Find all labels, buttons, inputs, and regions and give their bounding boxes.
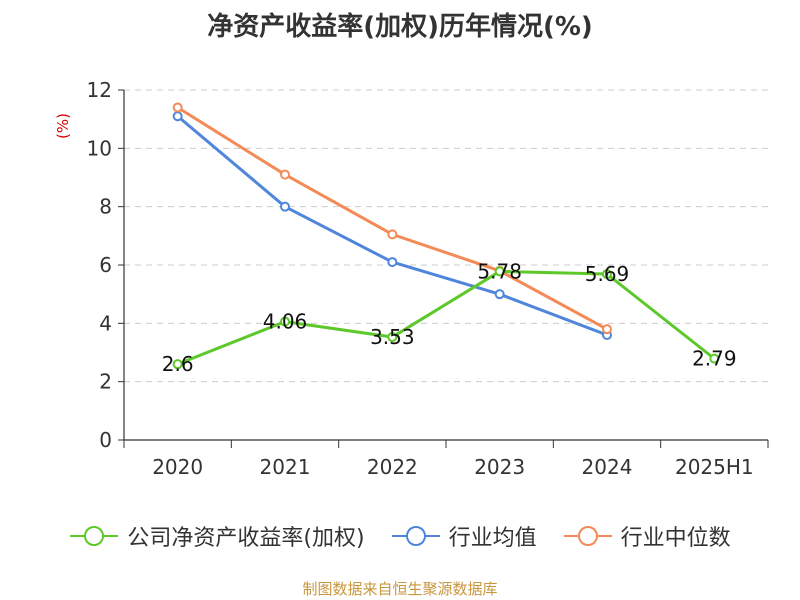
y-tick-label: 0 bbox=[99, 428, 112, 452]
data-point bbox=[602, 269, 612, 280]
legend-swatch bbox=[391, 526, 440, 546]
chart-title: 净资产收益率(加权)历年情况(%) bbox=[207, 12, 593, 42]
data-label: 4.06 bbox=[263, 310, 308, 334]
grid-lines bbox=[124, 89, 768, 383]
data-label: 2.79 bbox=[692, 347, 737, 371]
data-point bbox=[387, 332, 398, 343]
data-point bbox=[280, 169, 290, 180]
legend-label: 公司净资产收益率(加权) bbox=[127, 526, 365, 551]
y-tick-label: 12 bbox=[87, 78, 112, 102]
y-axis-label: (%) bbox=[54, 113, 72, 139]
legend-item[interactable]: 行业中位数 bbox=[563, 520, 731, 552]
data-labels: 2.6 4.06 3.53 5.78 5.69 2.79 bbox=[162, 259, 737, 376]
data-point bbox=[280, 316, 290, 327]
data-point bbox=[494, 289, 505, 300]
legend-swatch bbox=[70, 526, 119, 546]
data-point bbox=[387, 229, 398, 240]
data-label: 3.53 bbox=[370, 325, 415, 349]
x-tick-label: 2023 bbox=[474, 455, 525, 479]
data-label: 5.69 bbox=[585, 262, 630, 286]
legend-label: 行业均值 bbox=[448, 526, 537, 551]
data-point bbox=[602, 324, 612, 335]
data-point bbox=[387, 257, 398, 268]
legend-label: 行业中位数 bbox=[620, 526, 731, 551]
data-point bbox=[172, 111, 183, 122]
y-tick-label: 8 bbox=[99, 195, 112, 219]
series-line bbox=[176, 106, 608, 331]
x-tick-label: 2024 bbox=[582, 455, 633, 479]
series-lines bbox=[172, 102, 720, 370]
y-tick-label: 2 bbox=[99, 370, 112, 394]
source-note: 制图数据来自恒生聚源数据库 bbox=[302, 580, 498, 598]
legend: 公司净资产收益率(加权) 行业均值 行业中位数 bbox=[0, 520, 800, 552]
data-point bbox=[280, 201, 290, 212]
data-label: 5.78 bbox=[477, 259, 522, 283]
y-tick-label: 6 bbox=[99, 253, 112, 277]
axes: 0 2 4 6 8 10 12 2020 2021 2022 2023 2024 2025H1 bbox=[87, 78, 769, 479]
legend-swatch bbox=[563, 526, 612, 546]
x-tick-label: 2021 bbox=[260, 455, 311, 479]
x-tick-label: 2020 bbox=[152, 455, 203, 479]
legend-item[interactable]: 行业均值 bbox=[391, 520, 537, 552]
data-point bbox=[494, 266, 505, 277]
data-point bbox=[172, 102, 183, 113]
y-tick-label: 4 bbox=[99, 311, 112, 335]
x-tick-label: 2022 bbox=[367, 455, 418, 479]
data-point bbox=[709, 353, 720, 364]
series-line bbox=[177, 269, 716, 366]
y-tick-label: 10 bbox=[87, 136, 112, 160]
data-label: 2.6 bbox=[162, 352, 194, 376]
legend-item[interactable]: 公司净资产收益率(加权) bbox=[69, 520, 365, 552]
data-point bbox=[172, 359, 183, 370]
x-tick-label: 2025H1 bbox=[675, 455, 754, 479]
